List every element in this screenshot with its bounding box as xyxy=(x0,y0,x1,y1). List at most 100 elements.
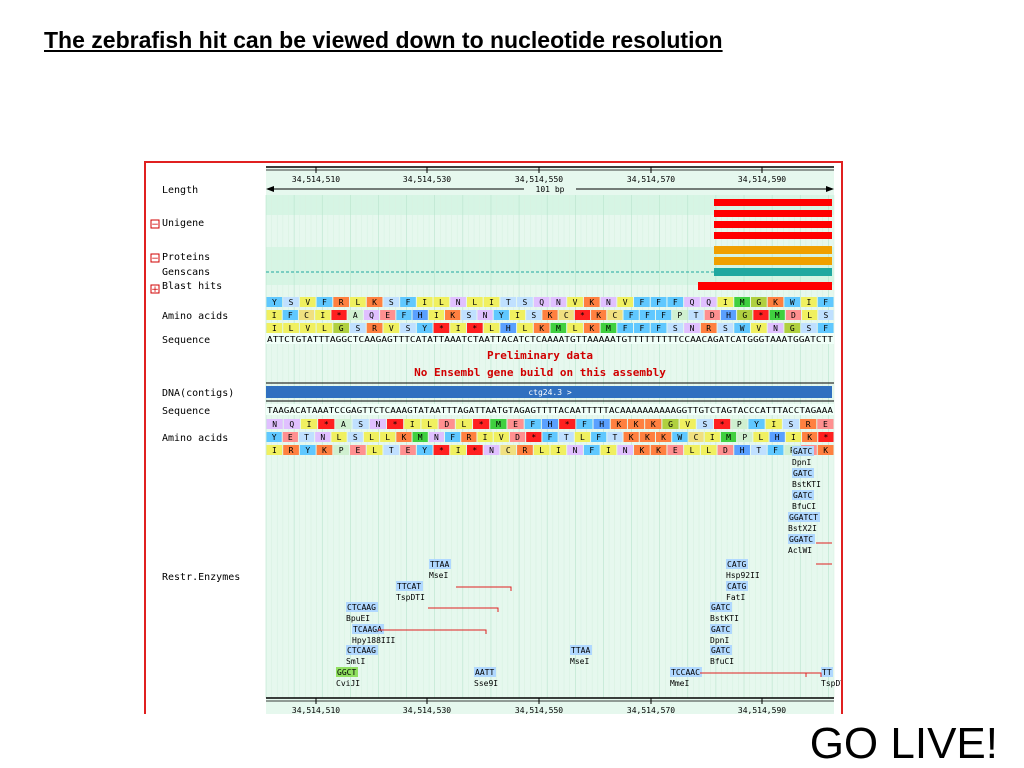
unigene-feature[interactable] xyxy=(714,232,832,239)
amino-acid-letter: S xyxy=(807,324,812,333)
enzyme-site[interactable]: CATG xyxy=(727,582,746,591)
genscan-feature[interactable] xyxy=(714,268,832,276)
track-label-length: Length xyxy=(162,185,198,196)
amino-acid-cell xyxy=(316,445,333,455)
enzyme-name[interactable]: SmlI xyxy=(346,657,365,666)
enzyme-site[interactable]: GATC xyxy=(711,603,730,612)
unigene-feature[interactable] xyxy=(714,199,832,206)
proteins-collapse-icon[interactable] xyxy=(150,253,160,263)
amino-acid-cell xyxy=(802,310,818,320)
amino-acid-cell xyxy=(500,297,517,307)
amino-acid-letter: W xyxy=(677,433,682,442)
amino-acid-cell xyxy=(266,310,282,320)
enzyme-name[interactable]: MseI xyxy=(570,657,589,666)
enzyme-name[interactable]: Hsp92II xyxy=(726,571,760,580)
enzyme-site[interactable]: TTCAT xyxy=(397,582,421,591)
enzyme-site[interactable]: GATC xyxy=(711,646,730,655)
enzyme-name[interactable]: MmeI xyxy=(670,679,689,688)
enzyme-site[interactable]: GATC xyxy=(793,469,812,478)
amino-acid-cell xyxy=(282,310,298,320)
amino-acid-letter: I xyxy=(606,446,611,455)
amino-acid-cell xyxy=(283,323,299,333)
enzyme-name[interactable]: DpnI xyxy=(710,636,729,645)
amino-acid-cell xyxy=(574,432,591,442)
enzyme-name[interactable]: BstX2I xyxy=(788,524,817,533)
enzyme-name[interactable]: AclWI xyxy=(788,546,812,555)
enzyme-name[interactable]: BfuCI xyxy=(792,502,816,511)
unigene-feature[interactable] xyxy=(714,210,832,217)
unigene-collapse-icon[interactable] xyxy=(150,219,160,229)
blast-expand-icon[interactable] xyxy=(150,284,160,294)
amino-acid-cell xyxy=(558,432,574,442)
track-label-sequence-top: Sequence xyxy=(162,335,210,346)
amino-acid-cell xyxy=(366,445,383,455)
blast-expand-glyph: + xyxy=(151,285,159,295)
amino-acid-letter: M xyxy=(556,324,561,333)
amino-acid-letter: L xyxy=(369,433,374,442)
enzyme-site-bg xyxy=(396,581,423,591)
enzyme-site[interactable]: CTCAAG xyxy=(347,603,376,612)
contig-bar[interactable] xyxy=(266,386,832,398)
amino-acid-cell xyxy=(450,297,466,307)
enzyme-name[interactable]: DpnI xyxy=(792,458,811,467)
protein-feature[interactable] xyxy=(714,246,832,254)
sequence-bottom-bg xyxy=(266,404,834,415)
amino-acid-cell xyxy=(634,297,650,307)
enzyme-site[interactable]: GATC xyxy=(793,447,812,456)
enzyme-site[interactable]: GGATCT xyxy=(789,513,818,522)
enzyme-site[interactable]: TTAA xyxy=(430,560,449,569)
amino-acid-letter: M xyxy=(726,433,731,442)
track-label-genscans: Genscans xyxy=(162,267,210,278)
enzyme-name[interactable]: BpuEI xyxy=(346,614,370,623)
enzyme-site[interactable]: GGATC xyxy=(789,535,813,544)
slide-title: The zebrafish hit can be viewed down to … xyxy=(44,27,723,53)
protein-feature[interactable] xyxy=(714,257,832,265)
enzyme-site[interactable]: AATT xyxy=(475,668,494,677)
amino-acid-letter: D xyxy=(444,420,449,429)
amino-acid-letter: V xyxy=(305,298,310,307)
amino-acid-letter: R xyxy=(289,446,294,455)
enzyme-name[interactable]: BstKTI xyxy=(710,614,739,623)
amino-acid-letter: T xyxy=(756,446,761,455)
enzyme-name[interactable]: MseI xyxy=(429,571,448,580)
amino-acid-cell xyxy=(542,310,558,320)
enzyme-site[interactable]: TCCAAC xyxy=(671,668,700,677)
amino-acid-cell xyxy=(524,419,541,429)
enzyme-site[interactable]: TTAA xyxy=(571,646,590,655)
enzyme-name[interactable]: CviJI xyxy=(336,679,360,688)
enzyme-name[interactable]: BfuCI xyxy=(710,657,734,666)
amino-acid-letter: L xyxy=(289,324,294,333)
amino-acid-letter: S xyxy=(789,420,794,429)
contigview-image: 34,514,510 34,514,530 34,514,550 34,514,570… xyxy=(150,166,841,714)
amino-acid-letter: L xyxy=(489,324,494,333)
enzyme-name[interactable]: Hpy188III xyxy=(352,636,396,645)
amino-acid-cell xyxy=(731,419,748,429)
ruler-bottom: 34,514,510 34,514,530 34,514,550 34,514,570… xyxy=(292,698,786,714)
amino-acid-cell xyxy=(412,310,428,320)
enzyme-site[interactable]: GGCT xyxy=(337,668,356,677)
blast-hit-feature[interactable] xyxy=(698,282,832,290)
enzyme-site[interactable]: GATC xyxy=(793,491,812,500)
amino-acid-cell xyxy=(266,419,283,429)
enzyme-name[interactable]: Sse9I xyxy=(474,679,498,688)
enzyme-name[interactable]: TspDTI xyxy=(396,593,425,602)
amino-acid-letter: C xyxy=(613,311,618,320)
enzyme-name[interactable]: BstKTI xyxy=(792,480,821,489)
enzyme-name[interactable]: FatI xyxy=(726,593,745,602)
enzyme-site[interactable]: CATG xyxy=(727,560,746,569)
enzyme-site[interactable]: TCAAGA xyxy=(353,625,382,634)
amino-acid-cell xyxy=(450,445,466,455)
unigene-feature[interactable] xyxy=(714,221,832,228)
amino-acid-cell xyxy=(650,323,667,333)
track-label-amino-acids-bottom: Amino acids xyxy=(162,433,228,444)
amino-acid-letter: S xyxy=(289,298,294,307)
enzyme-site[interactable]: GATC xyxy=(711,625,730,634)
enzyme-site[interactable]: CTCAAG xyxy=(347,646,376,655)
enzyme-site[interactable]: TT xyxy=(822,668,832,677)
enzyme-name[interactable]: TspDTI xyxy=(821,679,841,688)
amino-acid-letter: D xyxy=(791,311,796,320)
amino-acid-cell xyxy=(533,445,550,455)
amino-acid-letter: K xyxy=(616,420,621,429)
amino-acid-cell xyxy=(461,432,477,442)
amino-acid-cell xyxy=(517,445,533,455)
